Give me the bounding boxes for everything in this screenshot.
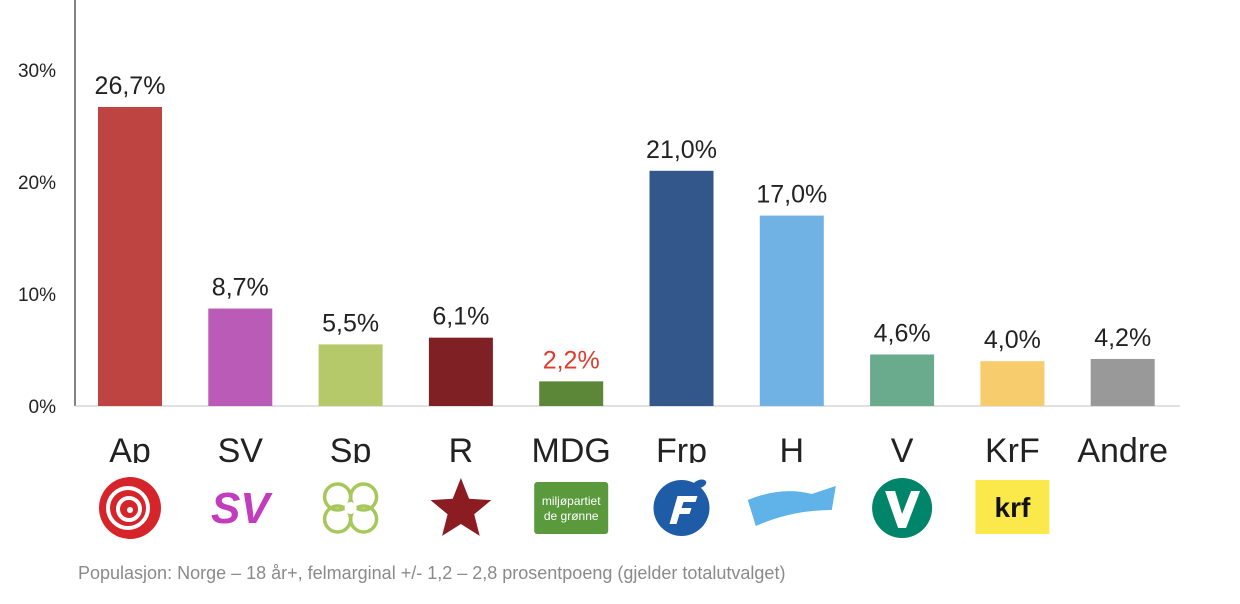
- bar: [870, 354, 935, 406]
- krf-logo-text: krf: [995, 492, 1031, 523]
- ap-rose-icon: [99, 477, 161, 539]
- bar: [649, 170, 714, 406]
- h-banner-icon: [747, 486, 836, 526]
- label-crop-mask: [0, 463, 1240, 471]
- y-tick-label: 20%: [18, 173, 56, 194]
- data-label: 5,5%: [322, 309, 379, 337]
- bar: [428, 337, 493, 406]
- bar: [980, 361, 1045, 406]
- data-label: 2,2%: [543, 346, 600, 374]
- sp-clover-icon: [322, 482, 379, 534]
- sv-logo-icon: SV: [211, 484, 273, 533]
- data-label: 21,0%: [646, 136, 717, 164]
- data-label: 4,6%: [874, 319, 931, 347]
- data-label: 6,1%: [432, 303, 489, 331]
- mdg-logo-text: de grønne: [544, 509, 599, 523]
- data-label: 4,0%: [984, 326, 1041, 354]
- frp-logo-icon: [653, 479, 710, 536]
- bar: [1090, 358, 1155, 406]
- data-label: 26,7%: [95, 72, 166, 100]
- bar: [318, 344, 383, 406]
- bar: [208, 308, 273, 406]
- data-label: 4,2%: [1094, 324, 1151, 352]
- y-tick-label: 30%: [18, 61, 56, 82]
- y-tick-label: 10%: [18, 285, 56, 306]
- y-tick-label: 0%: [29, 397, 57, 418]
- krf-logo-icon: krf: [975, 480, 1050, 534]
- r-star-icon: [430, 478, 492, 536]
- bar: [759, 215, 824, 406]
- v-logo-icon: [872, 478, 933, 538]
- data-label: 17,0%: [756, 181, 827, 209]
- bar: [539, 381, 604, 406]
- bar: [98, 106, 162, 407]
- mdg-logo-text: miljøpartiet: [542, 494, 601, 508]
- category-label: V: [891, 432, 914, 470]
- data-label: 8,7%: [212, 274, 269, 302]
- footnote: Populasjon: Norge – 18 år+, felmarginal …: [78, 563, 786, 583]
